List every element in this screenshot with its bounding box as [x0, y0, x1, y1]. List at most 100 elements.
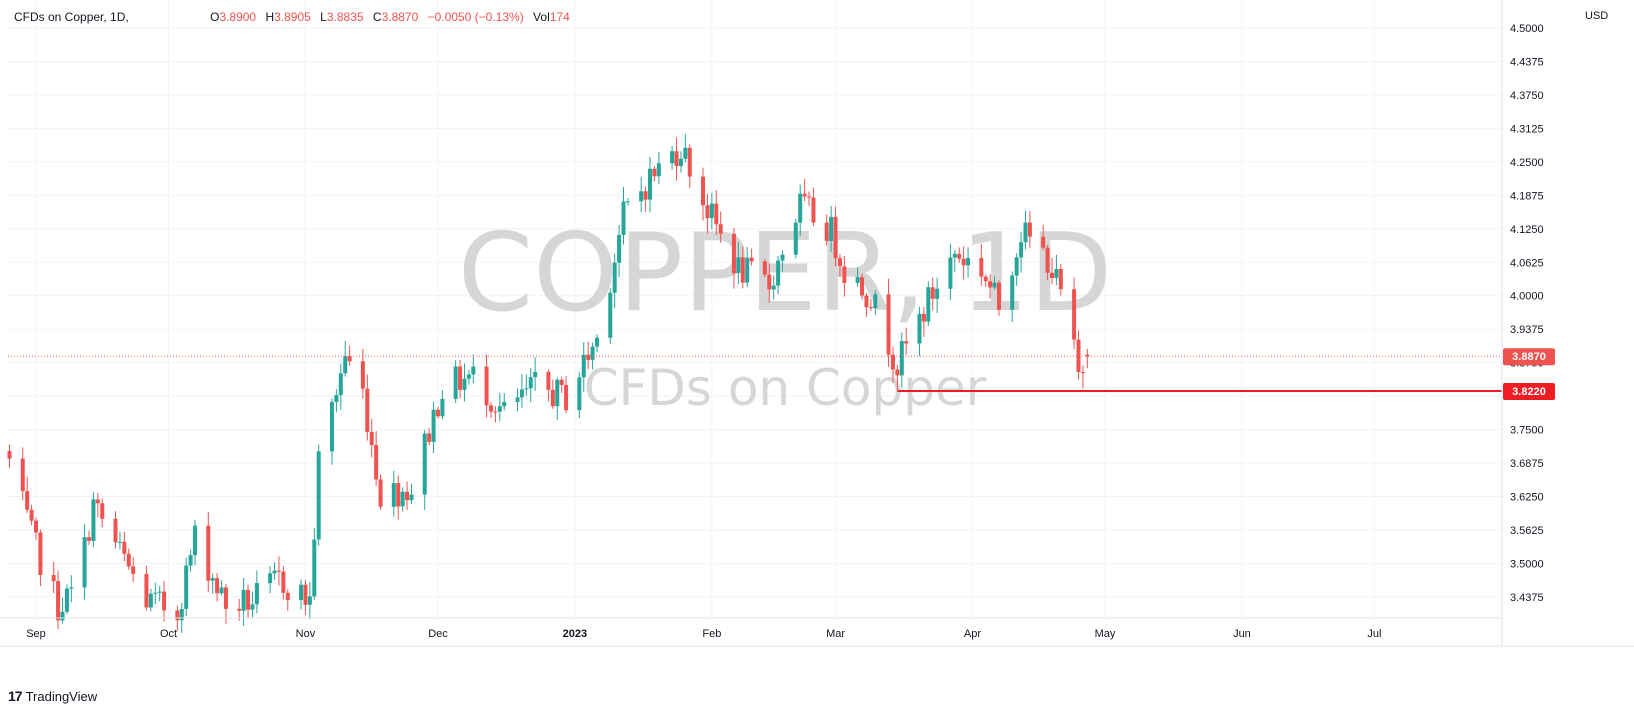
candle	[215, 573, 220, 602]
low-label: L	[320, 10, 327, 24]
time-tick-label: May	[1095, 628, 1116, 640]
candle	[343, 340, 348, 377]
candle	[431, 401, 436, 454]
symbol-legend: CFDs on Copper, 1D, O3.8900 H3.8905 L3.8…	[14, 10, 576, 24]
volume-value: 174	[549, 10, 570, 24]
candle	[1049, 257, 1054, 284]
candle	[493, 405, 498, 423]
time-tick-label: Sep	[26, 628, 46, 640]
price-tick-label: 4.5000	[1510, 23, 1544, 35]
time-tick-label: Jun	[1233, 628, 1251, 640]
candle	[34, 517, 38, 540]
candle	[617, 225, 622, 278]
candle	[648, 156, 653, 213]
candle	[890, 346, 895, 383]
candle	[329, 398, 334, 465]
candle	[528, 368, 533, 403]
candle	[316, 444, 321, 546]
last-price-label: 3.8870	[1512, 351, 1546, 363]
candle	[427, 427, 432, 446]
price-tick-label: 4.1250	[1510, 224, 1544, 236]
candle	[1014, 253, 1019, 286]
candle	[895, 364, 900, 390]
time-tick-label: Dec	[428, 628, 448, 640]
candle	[378, 474, 383, 510]
candle	[157, 586, 162, 602]
change-value: −0.0050 (−0.13%)	[427, 10, 524, 24]
candle	[952, 249, 957, 272]
candle	[837, 254, 842, 278]
candle	[546, 369, 551, 402]
candle	[966, 247, 971, 278]
candle	[453, 360, 458, 404]
tradingview-branding[interactable]: 17 TradingView	[8, 688, 97, 704]
candle	[82, 523, 87, 600]
candle	[188, 549, 193, 572]
candle	[687, 144, 692, 188]
candle	[714, 190, 719, 235]
candle	[303, 580, 308, 615]
candle	[193, 519, 198, 566]
candle	[674, 137, 679, 181]
candle	[612, 253, 617, 309]
candle	[860, 273, 865, 300]
candle	[961, 246, 966, 280]
candle	[767, 263, 772, 303]
candle	[904, 327, 909, 355]
price-tick-label: 3.9375	[1510, 324, 1544, 336]
tradingview-logo-icon: 17	[8, 688, 23, 704]
candle	[184, 557, 189, 617]
open-value: 3.8900	[219, 10, 257, 24]
candle	[979, 243, 984, 287]
candle	[555, 377, 560, 420]
candle	[1080, 365, 1085, 389]
currency-label[interactable]: USD	[1585, 10, 1609, 22]
candle	[307, 581, 312, 620]
candle	[391, 470, 396, 517]
price-tick-label: 3.5625	[1510, 525, 1544, 537]
candle	[1023, 210, 1028, 250]
price-tick-label: 4.4375	[1510, 56, 1544, 68]
candle	[466, 370, 471, 385]
candle	[458, 360, 463, 399]
candle	[1076, 330, 1081, 380]
candle	[793, 218, 798, 259]
chart-watermark: COPPER, 1D CFDs on Copper	[458, 211, 1113, 417]
price-tick-label: 3.4375	[1510, 592, 1544, 604]
candle	[824, 214, 829, 246]
price-tick-label: 4.0000	[1510, 291, 1544, 303]
candle	[581, 342, 586, 392]
candle	[586, 341, 591, 370]
price-axis[interactable]: 4.5000 4.4375 4.3750 4.3125 4.2500 4.1875 4.12…	[1501, 0, 1555, 646]
candle	[250, 591, 255, 619]
time-axis[interactable]: Sep Oct Nov Dec 2023 Feb Mar Apr May Jun Jul	[0, 617, 1634, 647]
candle	[811, 187, 816, 227]
price-tick-label: 4.2500	[1510, 157, 1544, 169]
candle	[1058, 264, 1063, 296]
candle	[608, 288, 613, 345]
candle	[762, 258, 767, 278]
candle	[930, 277, 935, 311]
candle	[20, 447, 25, 501]
candle	[842, 256, 847, 297]
candle	[833, 206, 838, 267]
candle	[334, 389, 339, 413]
price-tick-label: 3.7500	[1510, 425, 1544, 437]
candle	[347, 345, 352, 366]
candle	[718, 211, 723, 243]
candle	[643, 186, 648, 212]
candle	[91, 492, 96, 548]
candle	[921, 306, 926, 337]
symbol-name[interactable]: CFDs on Copper, 1D,	[14, 10, 133, 24]
time-tick-label: 2023	[563, 628, 587, 640]
price-tick-label: 4.3750	[1510, 90, 1544, 102]
candle	[1019, 231, 1024, 273]
time-tick-label: Nov	[296, 628, 316, 640]
candle	[95, 493, 100, 518]
watermark-subtitle: CFDs on Copper	[584, 359, 987, 417]
candle	[7, 444, 12, 469]
candle	[780, 250, 785, 272]
candle	[926, 281, 931, 326]
high-label: H	[265, 10, 275, 24]
